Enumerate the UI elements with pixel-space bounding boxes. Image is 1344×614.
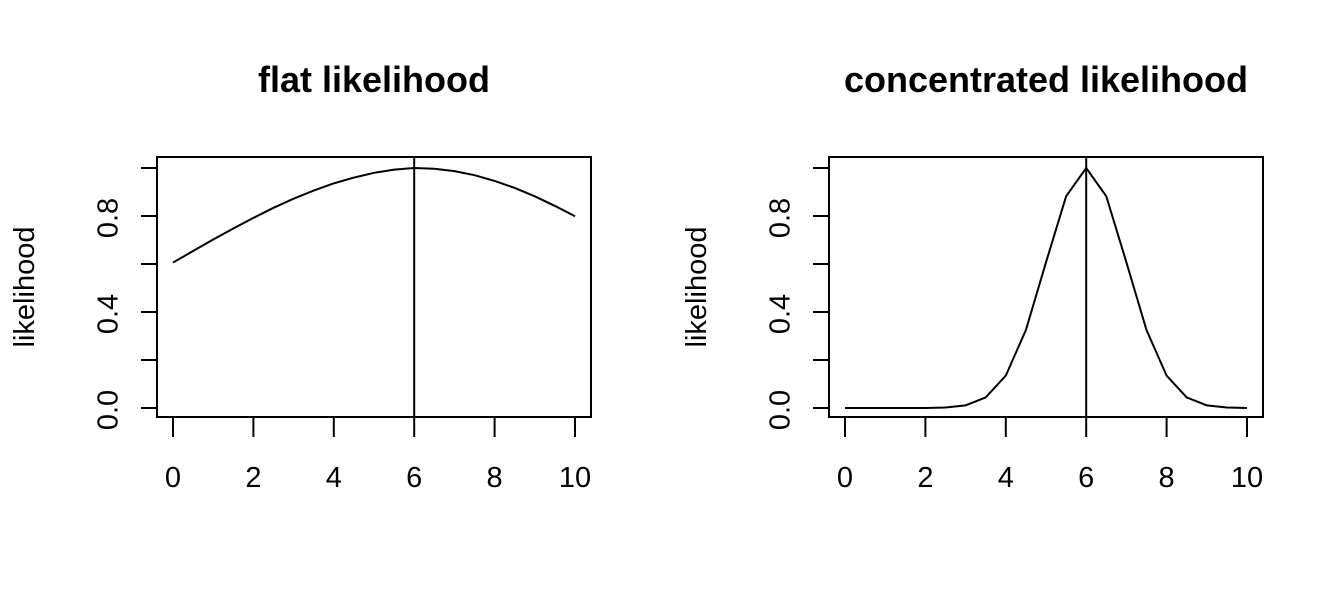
y-axis-label: likelihood bbox=[9, 227, 41, 348]
y-axis-label: likelihood bbox=[681, 227, 713, 348]
chart-marks: 0 2 4 6 8 10 0.0 0.4 0.8 bbox=[765, 157, 1263, 494]
x-tick-label: 4 bbox=[998, 462, 1014, 494]
y-tick-label: 0.4 bbox=[93, 294, 125, 334]
y-tick-label: 0.0 bbox=[765, 390, 797, 430]
chart-title: flat likelihood bbox=[258, 59, 490, 100]
plot-frame bbox=[828, 156, 1264, 418]
x-tick-label: 0 bbox=[837, 462, 853, 494]
y-tick-label: 0.4 bbox=[765, 294, 797, 334]
chart-title: concentrated likelihood bbox=[844, 59, 1248, 100]
likelihood-curve bbox=[172, 166, 576, 264]
x-tick-label: 6 bbox=[406, 462, 422, 494]
plot-frame bbox=[156, 156, 592, 418]
x-tick-label: 8 bbox=[1159, 462, 1175, 494]
x-tick-label: 2 bbox=[917, 462, 933, 494]
x-tick-label: 8 bbox=[487, 462, 503, 494]
x-tick-label: 10 bbox=[559, 462, 591, 494]
y-tick-label: 0.8 bbox=[765, 198, 797, 238]
x-tick-label: 10 bbox=[1231, 462, 1263, 494]
concentrated-likelihood-panel: concentrated likelihood likelihood 0 2 4 6 8… bbox=[681, 59, 1264, 494]
y-tick-label: 0.0 bbox=[93, 390, 125, 430]
y-tick-label: 0.8 bbox=[93, 198, 125, 238]
likelihood-curve bbox=[845, 166, 1248, 409]
chart-marks: 0 2 4 6 8 10 0.0 0.4 0.8 bbox=[93, 157, 591, 494]
x-tick-label: 2 bbox=[245, 462, 261, 494]
flat-likelihood-panel: flat likelihood likelihood 0 2 4 6 8 10 0.0 0.4… bbox=[9, 59, 592, 494]
x-tick-label: 4 bbox=[326, 462, 342, 494]
x-tick-label: 6 bbox=[1078, 462, 1094, 494]
x-tick-label: 0 bbox=[165, 462, 181, 494]
